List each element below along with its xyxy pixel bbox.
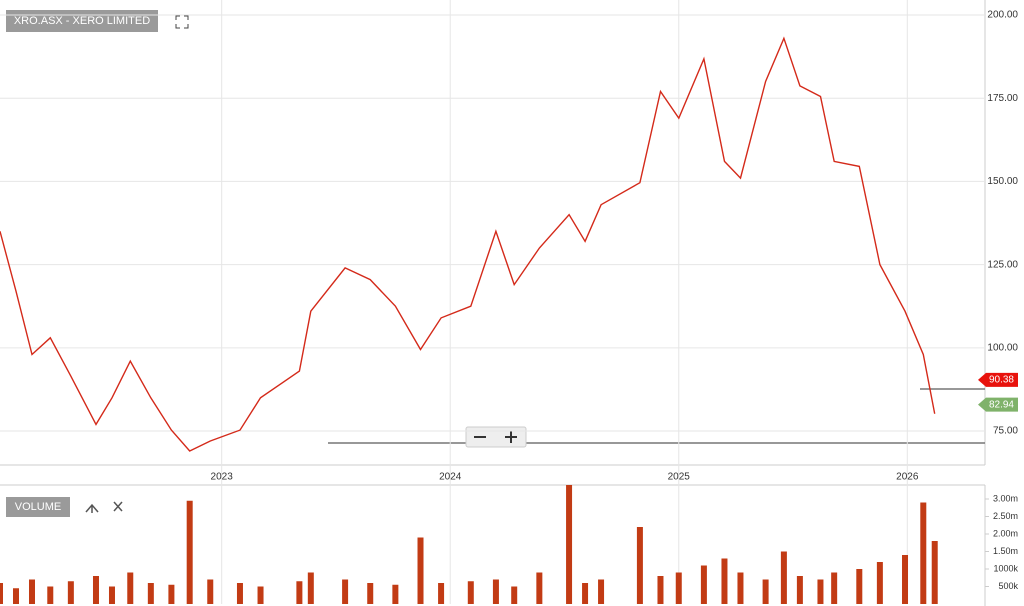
- x-tick-label: 2026: [896, 472, 919, 483]
- y-tick-label: 200.00: [987, 10, 1018, 21]
- volume-bar: [257, 586, 264, 604]
- volume-bar: [737, 572, 744, 604]
- y-tick-label: 75.00: [993, 426, 1018, 437]
- volume-bar: [47, 586, 54, 604]
- volume-bar: [438, 583, 445, 604]
- volume-bar: [12, 588, 19, 604]
- volume-title: VOLUME: [15, 501, 61, 513]
- volume-bar: [931, 541, 938, 604]
- volume-bar: [598, 579, 605, 604]
- volume-bar: [675, 572, 682, 604]
- volume-bar: [536, 572, 543, 604]
- volume-bar: [657, 576, 664, 604]
- volume-bar: [92, 576, 99, 604]
- volume-bar: [467, 581, 474, 604]
- volume-bar: [307, 572, 314, 604]
- volume-bar: [342, 579, 349, 604]
- y-tick-label: 100.00: [987, 342, 1018, 353]
- volume-bar: [207, 579, 214, 604]
- close-icon[interactable]: [113, 501, 123, 512]
- volume-bar: [492, 579, 499, 604]
- price-tag: [978, 372, 1018, 387]
- volume-bar: [762, 579, 769, 604]
- volume-bar: [0, 583, 3, 604]
- volume-bar: [236, 583, 243, 604]
- volume-bar: [417, 537, 424, 604]
- y-tick-label: 150.00: [987, 176, 1018, 187]
- y-tick-label: 125.00: [987, 259, 1018, 270]
- y-tick-label: 2.00m: [993, 528, 1018, 538]
- volume-bar: [796, 576, 803, 604]
- y-tick-label: 175.00: [987, 93, 1018, 104]
- volume-bar: [67, 581, 74, 604]
- volume-bar: [856, 569, 863, 604]
- volume-bar: [566, 485, 573, 604]
- volume-bar: [296, 581, 303, 604]
- title-box: [6, 10, 158, 32]
- volume-bar: [511, 586, 518, 604]
- y-tick-label: 2.50m: [993, 511, 1018, 521]
- volume-bar: [28, 579, 35, 604]
- volume-bar: [902, 555, 909, 604]
- volume-bar: [186, 500, 193, 604]
- volume-bar: [700, 565, 707, 604]
- x-tick-label: 2023: [211, 472, 234, 483]
- chart-title: XRO.ASX - XERO LIMITED: [14, 15, 150, 27]
- y-tick-label: 1.50m: [993, 546, 1018, 556]
- move-up-icon[interactable]: [85, 503, 99, 513]
- volume-bar: [582, 583, 589, 604]
- fullscreen-icon[interactable]: [175, 15, 189, 29]
- volume-bar: [780, 551, 787, 604]
- volume-bar: [127, 572, 134, 604]
- price-tag: [978, 397, 1018, 412]
- volume-bar: [147, 583, 154, 604]
- price-tag-label: 82.94: [989, 399, 1014, 410]
- volume-bar: [920, 502, 927, 604]
- volume-bar: [367, 583, 374, 604]
- price-line: [0, 36, 936, 452]
- volume-bar: [168, 584, 175, 604]
- y-tick-label: 1000k: [993, 563, 1018, 573]
- volume-bar: [876, 562, 883, 604]
- y-tick-label: 500k: [998, 581, 1018, 591]
- volume-bar: [392, 584, 399, 604]
- volume-title-box: [6, 497, 70, 517]
- volume-bar: [108, 586, 115, 604]
- x-tick-label: 2024: [439, 472, 462, 483]
- volume-bar: [817, 579, 824, 604]
- y-tick-label: 3.00m: [993, 493, 1018, 503]
- volume-bar: [636, 527, 643, 604]
- price-tag-label: 90.38: [989, 374, 1014, 385]
- volume-bar: [721, 558, 728, 604]
- x-tick-label: 2025: [668, 472, 691, 483]
- zoom-controls[interactable]: [465, 426, 527, 448]
- volume-bar: [831, 572, 838, 604]
